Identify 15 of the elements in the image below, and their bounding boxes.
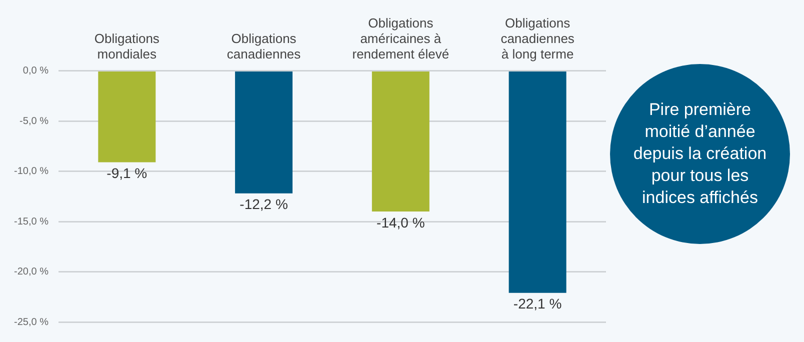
- data-label: -22,1 %: [513, 296, 562, 312]
- y-tick-label: 0,0 %: [22, 66, 49, 77]
- data-label: -9,1 %: [106, 165, 148, 182]
- x-tick-label: Obligations américaines à rendement élevé: [352, 15, 450, 62]
- data-label: -12,2 %: [240, 196, 288, 212]
- x-tick-label: Obligations mondiales: [94, 30, 160, 62]
- text: Pire première moitié d’année depuis la création pour tous les indices affichés: [610, 64, 790, 244]
- x-tick-label: Obligations canadiennes à long terme: [500, 15, 575, 62]
- y-tick-label: -15,0 %: [14, 216, 49, 228]
- y-tick-label: -20,0 %: [14, 266, 49, 278]
- y-tick-label: -5,0 %: [20, 116, 49, 127]
- y-tick-label: -10,0 %: [14, 166, 49, 178]
- data-label: -14,0 %: [376, 214, 425, 230]
- y-tick-label: -25,0 %: [14, 316, 49, 328]
- x-tick-label: Obligations canadiennes: [226, 30, 302, 62]
